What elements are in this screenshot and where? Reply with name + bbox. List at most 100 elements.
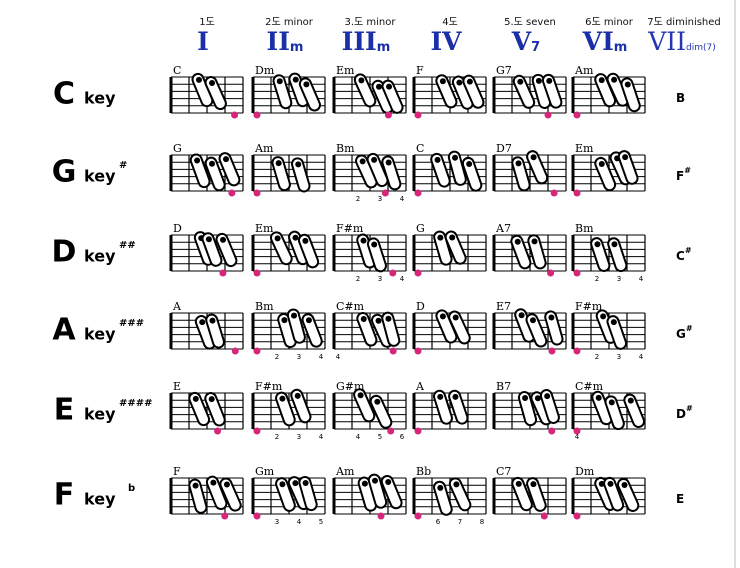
- numeral: I: [197, 27, 209, 56]
- root-dot: [253, 269, 261, 277]
- chord-name: Gm: [255, 465, 275, 478]
- degree-numeral: VIIdim(7): [647, 27, 716, 56]
- finger-dot: [534, 395, 541, 402]
- numeral-suffix: 7: [531, 40, 540, 55]
- finger-dot: [291, 312, 298, 319]
- fret-number: 4: [336, 353, 341, 361]
- root-dot: [214, 427, 222, 435]
- root-dot: [387, 427, 395, 435]
- chord-name: Em: [575, 142, 594, 155]
- numeral-suffix: m: [377, 40, 391, 55]
- finger-dot: [385, 478, 392, 485]
- finger-dot: [292, 234, 299, 241]
- degree-label: 6도 minor: [585, 17, 634, 28]
- finger-dot: [375, 317, 382, 324]
- fret-number: 3: [378, 195, 382, 203]
- chord-name: G#m: [336, 380, 365, 393]
- key-accidental: #: [119, 160, 127, 171]
- fret-number: 2: [356, 275, 360, 283]
- chord-name: F#m: [255, 380, 283, 393]
- root-dot: [228, 189, 236, 197]
- finger-dot: [624, 81, 631, 88]
- chord-name: B7: [496, 380, 511, 393]
- chord-name: Dm: [255, 64, 275, 77]
- chord-name: F: [416, 64, 424, 77]
- fret-number: 7: [458, 518, 462, 526]
- chord-name: A7: [495, 222, 511, 235]
- finger-dot: [595, 394, 602, 401]
- chord-diagram: [332, 311, 407, 355]
- finger-dot: [199, 319, 206, 326]
- fret-number: 4: [639, 353, 644, 361]
- finger-dot: [627, 397, 634, 404]
- chord-name: Am: [254, 142, 274, 155]
- key-word: key: [84, 89, 116, 108]
- chord-diagram: [169, 152, 244, 197]
- chord-name: F#m: [336, 222, 364, 235]
- key-word: key: [84, 325, 116, 344]
- note: E: [676, 492, 684, 506]
- fret-number: 2: [595, 275, 599, 283]
- root-dot: [414, 269, 422, 277]
- finger-dot: [610, 319, 617, 326]
- chord-diagram: [412, 389, 487, 435]
- root-dot: [550, 189, 558, 197]
- chord-name: D: [173, 222, 182, 235]
- finger-dot: [437, 234, 444, 241]
- finger-dot: [517, 78, 524, 85]
- finger-dot: [192, 395, 199, 402]
- finger-dot: [434, 156, 441, 163]
- root-dot: [253, 189, 261, 197]
- chord-diagram: [492, 73, 567, 119]
- finger-dot: [292, 76, 299, 83]
- finger-dot: [372, 477, 379, 484]
- chord-diagram: [412, 230, 487, 277]
- note: D: [676, 407, 686, 421]
- finger-dot: [529, 317, 536, 324]
- note: F: [676, 169, 684, 183]
- degree-numeral: IIIm: [342, 27, 391, 56]
- finger-dot: [452, 314, 459, 321]
- note: G: [676, 327, 686, 341]
- chord-name: C#m: [575, 380, 604, 393]
- diminished-note: E: [676, 492, 684, 506]
- root-dot: [381, 189, 389, 197]
- fret-number: 6: [436, 518, 441, 526]
- fret-number: 4: [639, 275, 644, 283]
- key-letter: A: [52, 313, 76, 348]
- numeral: V: [511, 27, 532, 56]
- finger-dot: [439, 78, 446, 85]
- numeral: VII: [647, 27, 686, 56]
- note-sharp: #: [684, 166, 691, 175]
- fret-number: 2: [275, 433, 279, 441]
- root-dot: [414, 111, 422, 119]
- chord-name: E7: [496, 300, 511, 313]
- chord-diagram: [571, 390, 646, 435]
- chord-name: Am: [574, 64, 594, 77]
- finger-dot: [611, 76, 618, 83]
- finger-dot: [611, 241, 618, 248]
- chord-diagram: [412, 477, 487, 520]
- finger-dot: [208, 396, 215, 403]
- root-dot: [389, 269, 397, 277]
- finger-dot: [209, 80, 216, 87]
- numeral-suffix: m: [290, 40, 304, 55]
- chord-diagram: [412, 309, 487, 355]
- finger-dot: [608, 399, 615, 406]
- root-dot: [573, 347, 581, 355]
- finger-dot: [357, 392, 364, 399]
- finger-dot: [361, 480, 368, 487]
- chord-name: Bm: [255, 300, 274, 313]
- root-dot: [547, 269, 555, 277]
- finger-dot: [514, 238, 521, 245]
- chord-name: Am: [335, 465, 355, 478]
- degree-label: 7도 diminished: [647, 17, 721, 28]
- numeral: II: [267, 27, 290, 56]
- key-accidental: ###: [119, 318, 144, 329]
- finger-dot: [195, 76, 202, 83]
- fret-number: 2: [356, 195, 360, 203]
- numeral-suffix: dim(7): [686, 43, 716, 53]
- chord-name: D7: [496, 142, 512, 155]
- finger-dot: [303, 81, 310, 88]
- note-sharp: #: [686, 404, 693, 413]
